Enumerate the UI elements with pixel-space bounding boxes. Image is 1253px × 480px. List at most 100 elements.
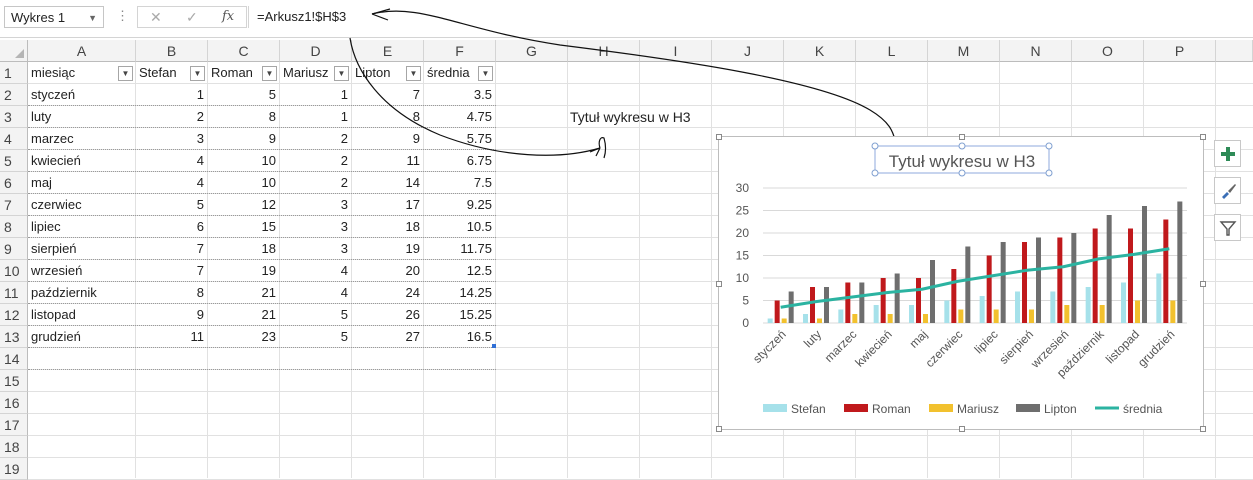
row-header-9[interactable]: 9 bbox=[0, 238, 28, 260]
value-cell[interactable]: 17 bbox=[405, 197, 420, 212]
value-cell[interactable]: 16.5 bbox=[466, 329, 492, 344]
value-cell[interactable]: 4 bbox=[340, 285, 348, 300]
value-cell[interactable]: 2 bbox=[340, 153, 348, 168]
value-cell[interactable]: 1 bbox=[196, 87, 204, 102]
row-header-18[interactable]: 18 bbox=[0, 436, 28, 458]
formula-input[interactable]: =Arkusz1!$H$3 bbox=[248, 6, 1253, 28]
value-cell[interactable]: 10 bbox=[261, 153, 276, 168]
value-cell[interactable]: 7 bbox=[196, 263, 204, 278]
value-cell[interactable]: 18 bbox=[261, 241, 276, 256]
value-cell[interactable]: 4 bbox=[196, 153, 204, 168]
month-cell[interactable]: grudzień bbox=[31, 329, 81, 344]
column-header-d[interactable]: D bbox=[280, 40, 352, 62]
row-header-7[interactable]: 7 bbox=[0, 194, 28, 216]
table-header-5[interactable]: średnia bbox=[427, 65, 470, 80]
value-cell[interactable]: 19 bbox=[261, 263, 276, 278]
value-cell[interactable]: 24 bbox=[405, 285, 420, 300]
table-header-4[interactable]: Lipton bbox=[355, 65, 391, 80]
value-cell[interactable]: 12.5 bbox=[466, 263, 492, 278]
month-cell[interactable]: maj bbox=[31, 175, 52, 190]
name-box-dropdown-icon[interactable]: ▼ bbox=[88, 13, 97, 23]
filter-dropdown-icon[interactable]: ▼ bbox=[334, 66, 349, 81]
row-header-3[interactable]: 3 bbox=[0, 106, 28, 128]
value-cell[interactable]: 23 bbox=[261, 329, 276, 344]
value-cell[interactable]: 5.75 bbox=[466, 131, 492, 146]
chart[interactable]: 0 5 10 15 20 25 30 styczeń luty marzec kwiecień maj… bbox=[716, 134, 1206, 432]
value-cell[interactable]: 9 bbox=[196, 307, 204, 322]
value-cell[interactable]: 9 bbox=[268, 131, 276, 146]
row-header-12[interactable]: 12 bbox=[0, 304, 28, 326]
row-header-19[interactable]: 19 bbox=[0, 458, 28, 480]
more-options-icon[interactable]: ⋮ bbox=[116, 8, 129, 23]
chart-elements-button[interactable] bbox=[1214, 140, 1241, 167]
month-cell[interactable]: marzec bbox=[31, 131, 74, 146]
insert-function-icon[interactable]: fx bbox=[222, 9, 235, 24]
value-cell[interactable]: 27 bbox=[405, 329, 420, 344]
value-cell[interactable]: 2 bbox=[340, 175, 348, 190]
chart-resize-handle[interactable] bbox=[1200, 281, 1206, 287]
row-header-5[interactable]: 5 bbox=[0, 150, 28, 172]
row-header-10[interactable]: 10 bbox=[0, 260, 28, 282]
column-header-k[interactable]: K bbox=[784, 40, 856, 62]
value-cell[interactable]: 1 bbox=[340, 87, 348, 102]
month-cell[interactable]: styczeń bbox=[31, 87, 76, 102]
chart-resize-handle[interactable] bbox=[716, 134, 722, 140]
month-cell[interactable]: sierpień bbox=[31, 241, 77, 256]
value-cell[interactable]: 3 bbox=[340, 219, 348, 234]
select-all-corner[interactable] bbox=[0, 40, 28, 62]
chart-resize-handle[interactable] bbox=[1200, 134, 1206, 140]
chart-filters-button[interactable] bbox=[1214, 214, 1241, 241]
name-box[interactable]: Wykres 1 ▼ bbox=[4, 6, 104, 28]
filter-dropdown-icon[interactable]: ▼ bbox=[190, 66, 205, 81]
value-cell[interactable]: 2 bbox=[340, 131, 348, 146]
table-header-3[interactable]: Mariusz bbox=[283, 65, 329, 80]
value-cell[interactable]: 18 bbox=[405, 219, 420, 234]
row-header-14[interactable]: 14 bbox=[0, 348, 28, 370]
filter-dropdown-icon[interactable]: ▼ bbox=[118, 66, 133, 81]
value-cell[interactable]: 9 bbox=[412, 131, 420, 146]
value-cell[interactable]: 8 bbox=[196, 285, 204, 300]
column-header-e[interactable]: E bbox=[352, 40, 424, 62]
table-header-0[interactable]: miesiąc bbox=[31, 65, 76, 80]
column-header-j[interactable]: J bbox=[712, 40, 784, 62]
value-cell[interactable]: 19 bbox=[405, 241, 420, 256]
value-cell[interactable]: 15.25 bbox=[459, 307, 492, 322]
table-resize-handle[interactable] bbox=[492, 344, 496, 348]
value-cell[interactable]: 8 bbox=[412, 109, 420, 124]
month-cell[interactable]: kwiecień bbox=[31, 153, 81, 168]
value-cell[interactable]: 6 bbox=[196, 219, 204, 234]
value-cell[interactable]: 1 bbox=[340, 109, 348, 124]
column-header-a[interactable]: A bbox=[28, 40, 136, 62]
row-header-11[interactable]: 11 bbox=[0, 282, 28, 304]
month-cell[interactable]: wrzesień bbox=[31, 263, 83, 278]
value-cell[interactable]: 2 bbox=[196, 109, 204, 124]
value-cell[interactable]: 9.25 bbox=[466, 197, 492, 212]
value-cell[interactable]: 7 bbox=[196, 241, 204, 256]
column-header-p[interactable]: P bbox=[1144, 40, 1216, 62]
value-cell[interactable]: 21 bbox=[261, 307, 276, 322]
value-cell[interactable]: 7 bbox=[412, 87, 420, 102]
column-header-o[interactable]: O bbox=[1072, 40, 1144, 62]
column-header-b[interactable]: B bbox=[136, 40, 208, 62]
month-cell[interactable]: lipiec bbox=[31, 219, 61, 234]
value-cell[interactable]: 20 bbox=[405, 263, 420, 278]
value-cell[interactable]: 10.5 bbox=[466, 219, 492, 234]
month-cell[interactable]: październik bbox=[31, 285, 97, 300]
value-cell[interactable]: 8 bbox=[268, 109, 276, 124]
column-header-c[interactable]: C bbox=[208, 40, 280, 62]
value-cell[interactable]: 21 bbox=[261, 285, 276, 300]
row-header-17[interactable]: 17 bbox=[0, 414, 28, 436]
row-header-15[interactable]: 15 bbox=[0, 370, 28, 392]
chart-resize-handle[interactable] bbox=[959, 134, 965, 140]
column-header-i[interactable]: I bbox=[640, 40, 712, 62]
value-cell[interactable]: 3 bbox=[196, 131, 204, 146]
value-cell[interactable]: 4 bbox=[340, 263, 348, 278]
column-header-g[interactable]: G bbox=[496, 40, 568, 62]
month-cell[interactable]: listopad bbox=[31, 307, 76, 322]
value-cell[interactable]: 11 bbox=[190, 329, 205, 344]
value-cell[interactable]: 26 bbox=[405, 307, 420, 322]
value-cell[interactable]: 5 bbox=[268, 87, 276, 102]
chart-styles-button[interactable] bbox=[1214, 177, 1241, 204]
month-cell[interactable]: luty bbox=[31, 109, 52, 124]
value-cell[interactable]: 4.75 bbox=[466, 109, 492, 124]
